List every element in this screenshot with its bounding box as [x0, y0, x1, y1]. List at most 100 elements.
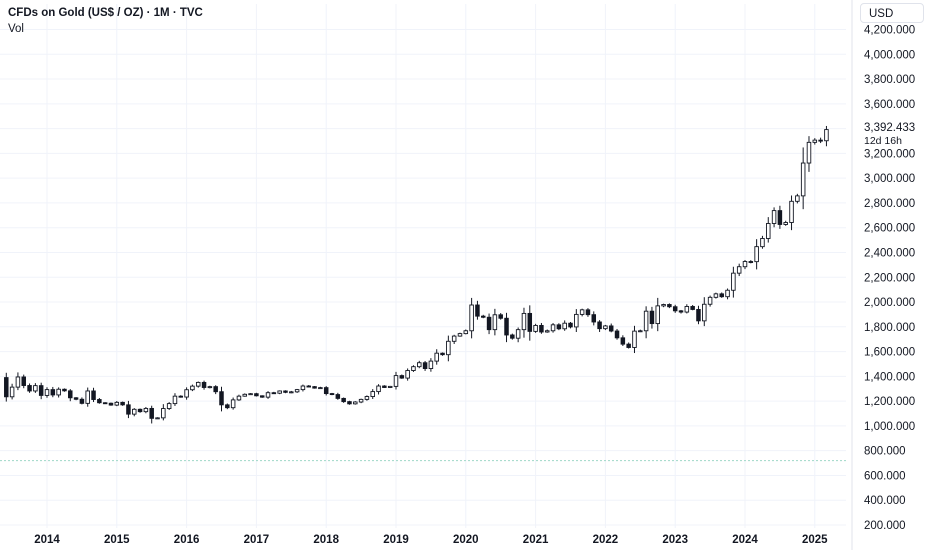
y-tick-label: 2,800.000 — [864, 198, 915, 210]
candle-down — [678, 310, 684, 313]
x-tick-label: 2017 — [244, 534, 270, 546]
candle-up — [15, 376, 21, 388]
currency-button[interactable]: USD — [860, 3, 924, 23]
candle-up — [353, 401, 358, 405]
candle-up — [812, 139, 818, 143]
candle-down — [481, 315, 486, 318]
candle-down — [73, 397, 79, 400]
candle-up — [405, 370, 410, 379]
candle-down — [323, 387, 329, 395]
candle-up — [184, 389, 189, 398]
candle-up — [661, 304, 666, 307]
candle-down — [329, 393, 335, 396]
candle-up — [294, 389, 300, 393]
candle-up — [428, 360, 434, 369]
candle-up — [806, 141, 812, 164]
candle-down — [341, 397, 346, 403]
candle-up — [248, 393, 253, 396]
candle-up — [44, 389, 50, 396]
candle-down — [27, 385, 32, 392]
x-tick-label: 2014 — [34, 534, 60, 546]
candle-up — [713, 293, 719, 298]
x-tick-label: 2019 — [383, 534, 409, 546]
candle-down — [137, 408, 143, 413]
candle-up — [393, 375, 399, 387]
candle-down — [4, 377, 9, 398]
symbol-title[interactable]: CFDs on Gold (US$ / OZ) · 1M · TVC — [8, 7, 203, 19]
candle-up — [131, 408, 137, 415]
chart-grid — [0, 0, 853, 550]
time-axis[interactable]: 2014 2015 2016 2017 2018 2019 2020 2021 2022 2023… — [34, 534, 828, 546]
candle-up — [318, 387, 323, 390]
candle-up — [364, 396, 370, 400]
candle-down — [667, 304, 672, 308]
y-tick-label: 1,200.000 — [864, 396, 915, 408]
candle-up — [190, 385, 195, 391]
candle-down — [504, 317, 509, 336]
candle-down — [399, 375, 405, 379]
candle-up — [9, 386, 15, 398]
candle-up — [783, 222, 788, 225]
price-axis[interactable]: 200.000 400.000 600.000 800.000 1,000.000 1,2… — [864, 25, 915, 533]
candle-down — [97, 399, 102, 404]
x-tick-label: 2016 — [174, 534, 200, 546]
candle-down — [620, 337, 626, 345]
candle-down — [271, 392, 277, 395]
candle-down — [335, 394, 341, 399]
candle-up — [155, 417, 160, 420]
y-tick-label: 3,200.000 — [864, 148, 915, 160]
candle-up — [265, 392, 271, 398]
candle-down — [108, 402, 114, 406]
y-tick-label: 2,400.000 — [864, 247, 915, 259]
candle-up — [451, 335, 457, 342]
x-tick-label: 2024 — [732, 534, 758, 546]
candle-up — [754, 246, 759, 263]
candle-down — [719, 293, 724, 298]
volume-label[interactable]: Vol — [8, 23, 24, 35]
candle-up — [376, 385, 381, 393]
candle-up — [824, 129, 829, 142]
candle-up — [643, 310, 649, 332]
candle-up — [166, 403, 172, 410]
y-tick-label: 1,400.000 — [864, 371, 915, 383]
candle-up — [33, 385, 38, 392]
candle-up — [736, 266, 742, 274]
candle-down — [539, 324, 544, 333]
candle-down — [818, 139, 823, 142]
candle-up — [370, 391, 375, 397]
candle-up — [603, 325, 608, 330]
candle-series — [4, 125, 829, 424]
x-tick-label: 2015 — [104, 534, 130, 546]
candle-down — [696, 309, 701, 322]
candle-up — [632, 330, 637, 348]
candle-down — [486, 316, 492, 331]
candle-up — [195, 381, 201, 387]
candle-down — [475, 304, 480, 317]
candle-up — [533, 324, 538, 332]
candle-up — [638, 330, 643, 333]
candle-down — [510, 334, 515, 339]
y-tick-label: 4,000.000 — [864, 49, 915, 61]
candle-up — [172, 395, 178, 405]
y-tick-label: 3,600.000 — [864, 99, 915, 111]
candle-down — [178, 395, 184, 398]
candle-down — [120, 401, 125, 406]
candle-up — [446, 340, 451, 356]
candle-down — [219, 391, 224, 406]
candle-down — [382, 385, 387, 388]
candle-down — [283, 390, 288, 393]
candle-up — [760, 238, 765, 248]
candle-up — [161, 408, 166, 419]
candle-up — [789, 200, 794, 223]
candle-down — [422, 362, 428, 369]
candle-down — [62, 388, 67, 392]
y-tick-label: 600.000 — [864, 470, 906, 482]
y-tick-label: 800.000 — [864, 446, 906, 458]
candle-down — [347, 401, 352, 405]
candle-down — [312, 386, 317, 389]
candle-down — [254, 393, 259, 397]
candle-up — [457, 333, 463, 337]
bar-countdown: 12d 16h — [864, 135, 902, 147]
y-tick-label: 2,600.000 — [864, 223, 915, 235]
